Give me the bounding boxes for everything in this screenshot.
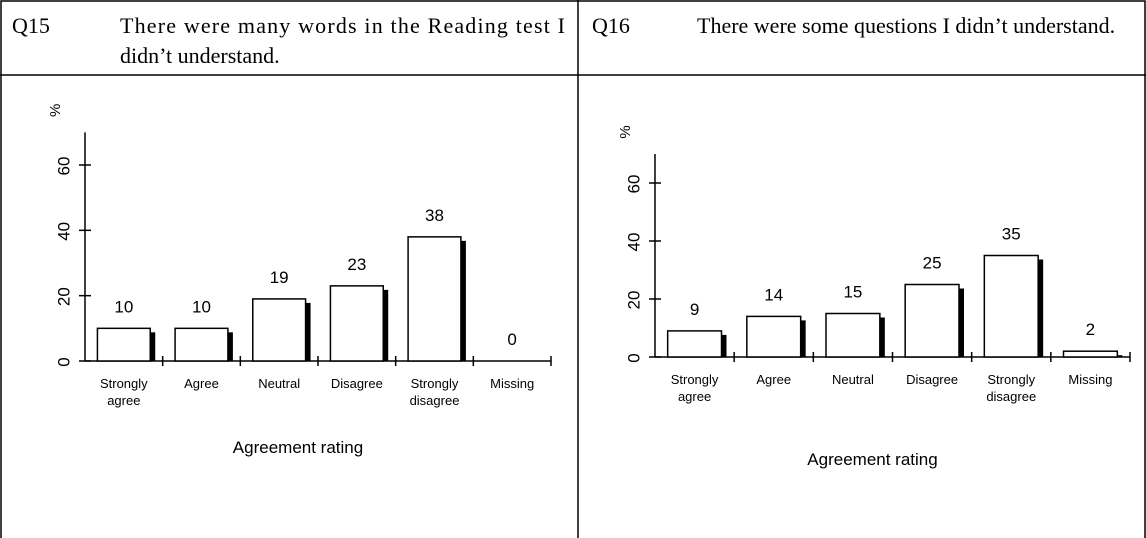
value-label: 15 — [843, 283, 862, 302]
x-tick-label: Strongly agree — [100, 376, 148, 408]
x-tick-label: Strongly disagree — [986, 372, 1036, 404]
bar — [1062, 350, 1119, 358]
value-label: 14 — [764, 285, 783, 304]
bar-shadow — [1038, 259, 1044, 357]
y-tick-label: 40 — [624, 233, 643, 252]
bar — [174, 327, 229, 362]
y-tick-label: 60 — [54, 157, 73, 176]
question-line: There were some questions I didn’t under… — [697, 13, 1115, 38]
bar-shadow — [460, 240, 466, 361]
x-tick-label: Missing — [490, 376, 534, 391]
x-tick-label-line: Strongly — [671, 372, 719, 387]
bar-shadow — [383, 289, 389, 361]
question-text: There were some questions I didn’t under… — [697, 13, 1115, 38]
value-label: 25 — [923, 254, 942, 273]
y-tick-label: 0 — [54, 357, 73, 366]
bar-shadow — [305, 302, 311, 361]
x-tick-label: Disagree — [906, 372, 958, 387]
bar-shadow — [227, 332, 233, 361]
x-tick-label: Agree — [756, 372, 791, 387]
bar — [746, 315, 802, 358]
question-text: There were many words in the Reading tes… — [120, 13, 565, 68]
x-tick-label-line: disagree — [410, 393, 460, 408]
x-tick-label-line: Strongly — [987, 372, 1035, 387]
x-tick-label: Agree — [184, 376, 219, 391]
y-tick-label: 20 — [624, 291, 643, 310]
bar — [904, 283, 960, 358]
x-tick-label-line: Strongly — [100, 376, 148, 391]
value-label: 19 — [270, 268, 289, 287]
value-label: 38 — [425, 206, 444, 225]
y-tick-label: 20 — [54, 287, 73, 306]
y-tick-label: 60 — [624, 175, 643, 194]
bar — [96, 327, 151, 362]
value-label: 9 — [690, 300, 699, 319]
x-tick-label: Disagree — [331, 376, 383, 391]
y-axis-label: % — [617, 125, 634, 138]
bar — [252, 298, 307, 362]
bar-shadow — [721, 334, 727, 357]
bar — [407, 236, 462, 362]
question-label: Q15 — [12, 13, 50, 38]
bar-shadow — [1117, 355, 1123, 357]
bar — [329, 285, 384, 362]
x-tick-label: Neutral — [832, 372, 874, 387]
value-label: 10 — [114, 297, 133, 316]
x-tick-label-line: disagree — [986, 389, 1036, 404]
value-label: 2 — [1086, 320, 1095, 339]
question-label: Q16 — [592, 13, 630, 38]
y-tick-label: 40 — [54, 222, 73, 241]
bar — [983, 254, 1039, 358]
x-tick-label: Neutral — [258, 376, 300, 391]
x-tick-label: Strongly agree — [671, 372, 719, 404]
bar-shadow — [959, 288, 964, 357]
bar — [666, 330, 723, 358]
x-tick-label-line: Strongly — [411, 376, 459, 391]
value-label: 23 — [347, 255, 366, 274]
question-line: There were many words in the Reading tes… — [120, 13, 565, 38]
x-tick-label: Strongly disagree — [410, 376, 460, 408]
y-axis-label: % — [47, 104, 64, 117]
value-label: 35 — [1002, 225, 1021, 244]
bar-shadow — [879, 317, 885, 357]
bar — [825, 312, 881, 358]
x-tick-label-line: agree — [678, 389, 711, 404]
question-line: didn’t understand. — [120, 43, 280, 68]
x-axis-label: Agreement rating — [233, 438, 363, 457]
value-label: 10 — [192, 297, 211, 316]
bar-shadow — [800, 320, 806, 357]
y-tick-label: 0 — [624, 353, 643, 362]
x-tick-label-line: agree — [107, 393, 140, 408]
x-tick-label: Missing — [1068, 372, 1112, 387]
value-label: 0 — [507, 330, 516, 349]
x-axis-label: Agreement rating — [807, 450, 937, 469]
bar-shadow — [150, 332, 156, 361]
